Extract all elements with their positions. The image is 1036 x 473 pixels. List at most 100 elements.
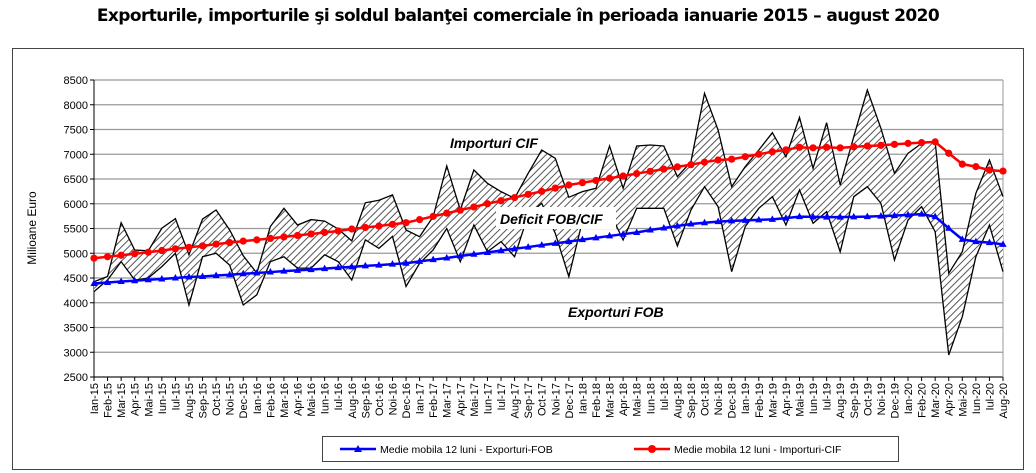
exports-ma-point (795, 212, 804, 220)
exports-ma-point (538, 241, 546, 248)
y-tick-label: 3000 (64, 347, 88, 359)
imports-ma-point (782, 146, 790, 154)
y-tick-label: 8500 (64, 75, 88, 87)
imports-ma-point (226, 239, 234, 247)
x-tick-label: Oct-16 (374, 383, 386, 416)
exports-ma-point (144, 275, 152, 283)
imports-ma-point (741, 153, 749, 161)
x-tick-label: Ian-18 (577, 383, 589, 414)
x-tick-label: Iun-16 (320, 383, 332, 414)
exports-ma-point (307, 265, 315, 273)
exports-ma-point (619, 230, 627, 237)
x-tick-label: Oct-18 (700, 383, 712, 416)
exports-ma-point (185, 273, 193, 280)
imports-ma-point (917, 139, 926, 147)
exports-ma-point (103, 278, 112, 285)
exports-ma-point (470, 250, 478, 257)
exports-ma-point (551, 239, 559, 246)
exports-ma-point (768, 215, 776, 222)
exports-ma-line (93, 212, 1004, 285)
y-tick-label: 7000 (64, 149, 88, 161)
legend: Medie mobila 12 luni - Exporturi-FOB Med… (322, 436, 899, 462)
deficit-area (94, 89, 1003, 355)
x-tick-label: Iul-15 (170, 383, 182, 411)
imports-ma-point (375, 222, 383, 230)
exports-ma-point (755, 215, 763, 223)
imports-ma-point (673, 163, 681, 171)
imports-ma-point (836, 144, 844, 152)
imports-ma-point (293, 231, 302, 240)
y-tick-label: 5500 (64, 224, 88, 236)
imports-ma-point (700, 158, 709, 166)
x-tick-label: Dec-15 (238, 383, 250, 418)
imports-ma-point (551, 184, 559, 192)
y-tick-label: 6000 (64, 199, 88, 211)
imports-ma-point (348, 225, 356, 233)
exports-ma-point (646, 225, 654, 233)
x-tick-label: Apr-18 (618, 383, 630, 416)
imports-ma-point (538, 187, 546, 195)
x-tick-label: Sep-16 (360, 383, 372, 418)
x-tick-label: Dec-17 (564, 383, 576, 418)
imports-ma-point (429, 212, 437, 220)
exports-ma-point (334, 263, 342, 271)
x-tick-label: Dec-18 (727, 383, 739, 418)
exports-ma-point (510, 244, 519, 252)
x-tick-label: Mar-15 (116, 383, 128, 418)
legend-label-imports-ma: Medie mobila 12 luni - Importuri-CIF (674, 444, 841, 456)
exports-ma-point (972, 237, 980, 245)
exports-ma-point (823, 213, 831, 220)
exports-ma-point (660, 224, 668, 231)
exports-ma-point (728, 216, 736, 224)
imports-ma-point (280, 233, 288, 241)
imports-ma-point (565, 181, 573, 189)
x-tick-label: Mar-16 (279, 383, 291, 418)
exports-ma-point (877, 212, 885, 219)
y-tick-label: 7500 (64, 125, 88, 137)
imports-ma-point (633, 169, 641, 178)
x-tick-label: Mai-16 (306, 383, 318, 417)
imports-ma-point (795, 143, 804, 151)
x-tick-label: Apr-17 (455, 383, 467, 416)
x-tick-label: Iul-17 (496, 383, 508, 411)
y-tick-label: 2500 (64, 372, 88, 384)
x-tick-label: Feb-17 (428, 383, 440, 418)
x-tick-label: Iul-16 (333, 383, 345, 411)
imports-ma-point (470, 203, 478, 211)
x-tick-label: Aug-18 (672, 383, 684, 418)
imports-ma-point (985, 166, 994, 174)
y-tick-label: 5000 (64, 248, 88, 260)
imports-ma-point (103, 253, 112, 261)
imports-ma-point (185, 243, 193, 251)
imports-ma-point (497, 197, 505, 205)
imports-ma-point (931, 138, 939, 146)
x-tick-label: Noi-19 (876, 383, 888, 415)
x-tick-label: Mar-18 (605, 383, 617, 418)
exports-ma-point (497, 246, 505, 254)
imports-ma-point (999, 167, 1007, 175)
imports-ma-point (402, 219, 410, 227)
imports-ma-point (388, 220, 397, 228)
exports-ma-point (904, 210, 912, 218)
imports-ma-point (768, 148, 776, 156)
imports-ma-point (334, 227, 342, 235)
x-tick-label: Sep-15 (198, 383, 210, 418)
x-tick-label: Aug-17 (510, 383, 522, 418)
exports-ma-point (212, 271, 220, 279)
imports-ma-point (212, 240, 220, 248)
x-tick-label: Aug-20 (998, 383, 1010, 418)
x-tick-label: Dec-16 (401, 383, 413, 418)
exports-ma-point (402, 259, 410, 266)
imports-ma-point (321, 228, 329, 237)
x-tick-label: Mar-17 (442, 383, 454, 418)
imports-ma-point (619, 172, 627, 180)
exports-ma-point (673, 222, 681, 229)
x-tick-label: Sep-17 (523, 383, 535, 418)
exports-ma-point (809, 212, 817, 220)
x-tick-label: Iul-20 (984, 383, 996, 411)
y-axis-ticks: 2500 3000 3500 4000 4500 5000 5500 6000 6500 7000… (64, 75, 94, 384)
exports-ma-point (171, 274, 180, 281)
x-tick-label: Iul-19 (822, 383, 834, 411)
exports-ma-point (416, 257, 424, 264)
y-axis-label: Milioane Euro (25, 191, 39, 265)
